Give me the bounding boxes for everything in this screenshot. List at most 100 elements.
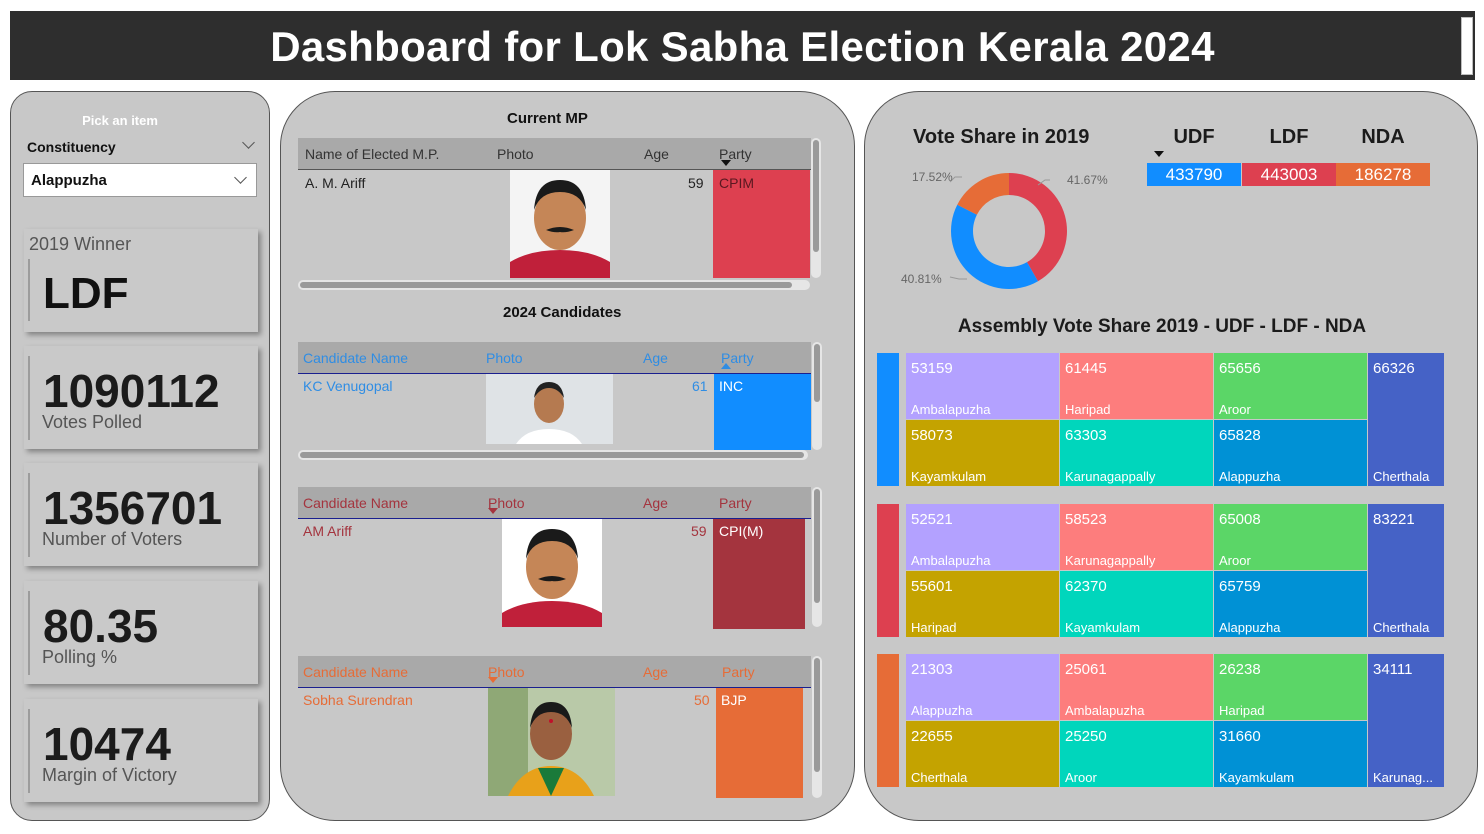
sort-desc-icon[interactable] [488,677,498,683]
scrollbar-thumb[interactable] [813,140,819,252]
treemap-tile[interactable]: 65008 Aroor [1214,504,1367,570]
column-header-party[interactable]: Party [722,664,755,680]
tile-value: 63303 [1065,427,1107,444]
sort-desc-icon[interactable] [488,508,498,514]
tile-label: Kayamkulam [1219,770,1295,785]
candidate-party: CPI(M) [719,523,764,539]
party-value-ldf: 443003 [1242,163,1336,186]
treemap-tile[interactable]: 62370 Kayamkulam [1060,571,1213,637]
sort-desc-icon[interactable] [721,160,731,166]
donut-slice-udf[interactable] [951,204,1038,289]
margin-card: 10474 Margin of Victory [24,699,258,802]
treemap-tile[interactable]: 58523 Karunagappally [1060,504,1213,570]
treemap-tile[interactable]: 65828 Alappuzha [1214,420,1367,486]
current-mp-table: Name of Elected M.P. Photo Age Party A. … [298,138,811,288]
donut-slice-nda[interactable] [957,173,1009,215]
treemap-tile[interactable]: 26238 Haripad [1214,654,1367,720]
candidate-photo [488,688,615,796]
scrollbar-thumb[interactable] [814,344,820,402]
scrollbar-thumb[interactable] [814,489,820,603]
column-header-name[interactable]: Name of Elected M.P. [305,146,440,162]
tile-label: Alappuzha [1219,469,1281,484]
tile-value: 66326 [1373,360,1415,377]
tile-label: Ambalapuzha [911,553,991,568]
treemap-tile[interactable]: 83221 Cherthala [1368,504,1444,637]
column-header-party[interactable]: Party [719,146,752,162]
sort-desc-icon[interactable] [1154,151,1164,157]
treemap-tile[interactable]: 21303 Alappuzha [906,654,1059,720]
candidate-table-cpim: Candidate Name Photo Age Party AM Ariff … [298,487,811,629]
treemap-tile[interactable]: 58073 Kayamkulam [906,420,1059,486]
column-header-age[interactable]: Age [644,146,669,162]
tile-value: 25250 [1065,728,1107,745]
donut-slice-ldf[interactable] [1009,173,1067,282]
treemap-tile[interactable]: 66326 Cherthala [1368,353,1444,486]
column-header-age[interactable]: Age [643,495,668,511]
tile-value: 22655 [911,728,953,745]
treemap-tile[interactable]: 61445 Haripad [1060,353,1213,419]
tile-label: Karunag... [1373,770,1433,785]
scrollbar-thumb[interactable] [300,282,792,288]
leader-line [949,176,962,183]
tile-label: Haripad [911,620,957,635]
tile-label: Haripad [1219,703,1265,718]
treemap-tile[interactable]: 25061 Ambalapuzha [1060,654,1213,720]
treemap-tile[interactable]: 55601 Haripad [906,571,1059,637]
voters-card: 1356701 Number of Voters [24,463,258,566]
tile-label: Haripad [1065,402,1111,417]
party-value-nda: 186278 [1336,163,1430,186]
tile-label: Aroor [1219,402,1251,417]
sort-asc-icon[interactable] [721,363,731,369]
scrollbar-thumb[interactable] [814,658,820,772]
column-header-name[interactable]: Candidate Name [303,350,409,366]
card-label: Number of Voters [42,529,183,549]
treemap-tile[interactable]: 53159 Ambalapuzha [906,353,1059,419]
treemap-tile[interactable]: 25250 Aroor [1060,721,1213,787]
donut-label-nda: 17.52% [912,170,953,184]
tile-label: Ambalapuzha [911,402,991,417]
column-header-photo[interactable]: Photo [497,146,534,162]
column-header-photo[interactable]: Photo [488,664,525,680]
tile-label: Alappuzha [1219,620,1281,635]
card-value: 1090112 [43,365,220,417]
tile-label: Ambalapuzha [1065,703,1145,718]
column-header-party[interactable]: Party [719,495,752,511]
header-scrollbar[interactable] [1461,17,1473,75]
treemap-tile[interactable]: 52521 Ambalapuzha [906,504,1059,570]
treemap-tile[interactable]: 22655 Cherthala [906,721,1059,787]
tile-value: 31660 [1219,728,1261,745]
header-divider [298,687,811,688]
column-header-photo[interactable]: Photo [488,495,525,511]
treemap-tile[interactable]: 31660 Kayamkulam [1214,721,1367,787]
party-color-bar[interactable] [877,504,899,637]
treemap-tile[interactable]: 65759 Alappuzha [1214,571,1367,637]
tile-value: 61445 [1065,360,1107,377]
column-header-party[interactable]: Party [721,350,754,366]
candidate-age: 59 [691,523,707,539]
tile-value: 58073 [911,427,953,444]
column-header-age[interactable]: Age [643,350,668,366]
mp-party: CPIM [719,175,754,191]
constituency-dropdown[interactable]: Alappuzha [23,163,257,197]
chevron-down-icon[interactable] [234,171,247,184]
treemap-tile[interactable]: 63303 Karunagappally [1060,420,1213,486]
column-header-age[interactable]: Age [643,664,668,680]
tile-label: Kayamkulam [911,469,987,484]
party-color-bar[interactable] [877,353,899,486]
card-accent [28,259,30,321]
tile-label: Karunagappally [1065,553,1156,568]
candidate-table-inc: Candidate Name Photo Age Party KC Venugo… [298,342,811,450]
party-color-bar[interactable] [877,654,899,787]
scrollbar-thumb[interactable] [300,452,804,458]
column-header-photo[interactable]: Photo [486,350,523,366]
tile-value: 62370 [1065,578,1107,595]
card-accent [28,356,30,440]
dropdown-selected-value: Alappuzha [31,172,107,189]
party-value-udf: 433790 [1147,163,1241,186]
treemap-tile[interactable]: 65656 Aroor [1214,353,1367,419]
column-header-name[interactable]: Candidate Name [303,664,409,680]
header-divider [298,518,811,519]
treemap-tile[interactable]: 34111 Karunag... [1368,654,1444,787]
column-header-name[interactable]: Candidate Name [303,495,409,511]
leader-line [949,276,967,280]
